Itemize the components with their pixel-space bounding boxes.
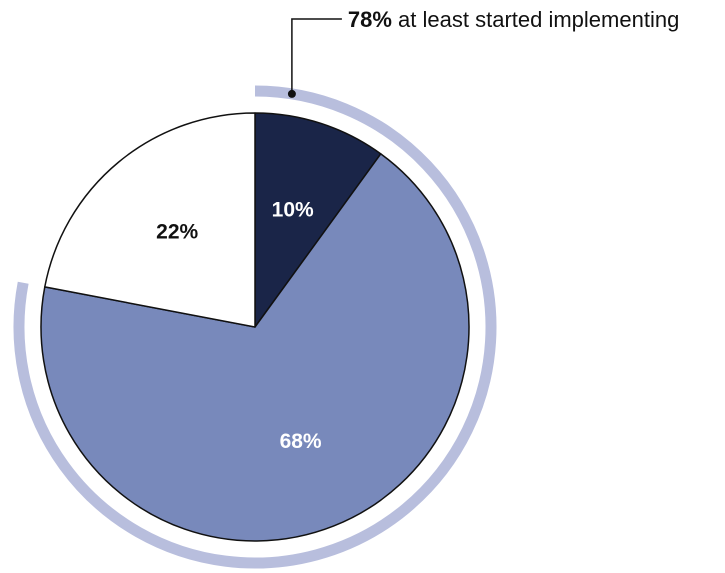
callout-bold-value: 78% — [348, 7, 392, 32]
callout-leader-line — [291, 18, 342, 94]
slice-label-3: 22% — [156, 221, 198, 244]
callout: 78% at least started implementing — [287, 7, 679, 98]
pie-slices — [40, 112, 470, 542]
pie-slice-1 — [254, 112, 382, 328]
slice-labels: 10% 68% 22% — [156, 199, 322, 453]
callout-dot — [287, 89, 296, 98]
highlight-arc — [13, 85, 497, 569]
pie-slice-2 — [40, 153, 470, 542]
slice-label-1: 10% — [272, 199, 314, 222]
pie-slice-3 — [44, 112, 256, 328]
slice-label-2: 68% — [280, 430, 322, 453]
callout-description: at least started implementing — [392, 7, 679, 32]
callout-text: 78% at least started implementing — [348, 7, 679, 32]
